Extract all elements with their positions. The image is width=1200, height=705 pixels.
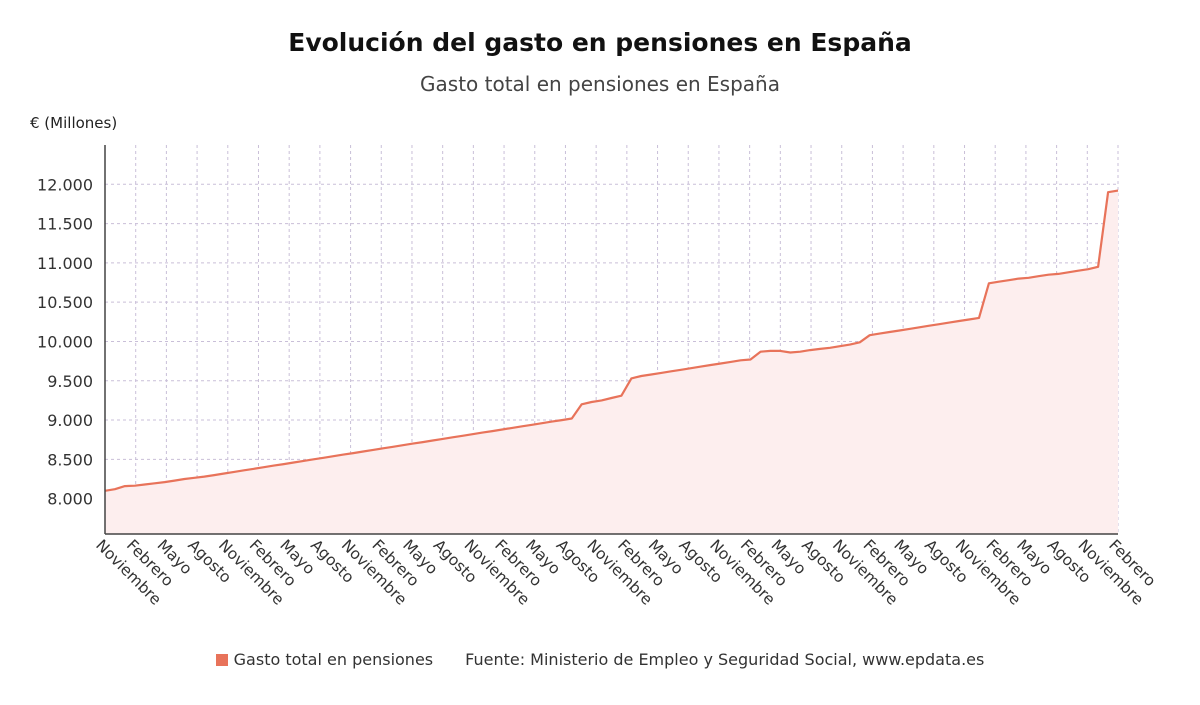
series-line-gasto-total (104, 189, 1119, 492)
axes (104, 145, 1118, 535)
y-tick-label: 8.000 (47, 490, 93, 509)
x-tick-labels: NoviembreFebreroMayoAgostoNoviembreFebre… (92, 536, 1159, 609)
legend: Gasto total en pensiones Fuente: Minister… (0, 650, 1200, 669)
legend-series-label: Gasto total en pensiones (233, 650, 434, 669)
y-tick-label: 8.500 (47, 450, 93, 469)
y-axis-label: € (Millones) (30, 114, 118, 132)
y-tick-label: 9.500 (47, 372, 93, 391)
y-tick-labels: 8.000 8.500 9.000 9.500 10.000 10.500 11.000 11… (37, 175, 93, 508)
area-fill (105, 190, 1118, 534)
y-tick-label: 11.500 (37, 215, 93, 234)
y-tick-label: 12.000 (37, 175, 93, 194)
y-tick-label: 10.500 (37, 293, 93, 312)
y-tick-label: 10.000 (37, 332, 93, 351)
series-line (104, 189, 1119, 492)
legend-swatch (215, 654, 228, 666)
area-shape (105, 190, 1118, 534)
chart-title: Evolución del gasto en pensiones en Espa… (288, 28, 912, 57)
y-tick-label: 9.000 (47, 411, 93, 430)
source-text: Fuente: Ministerio de Empleo y Seguridad… (465, 650, 985, 669)
chart-subtitle: Gasto total en pensiones en España (420, 72, 780, 96)
y-tick-label: 11.000 (37, 254, 93, 273)
